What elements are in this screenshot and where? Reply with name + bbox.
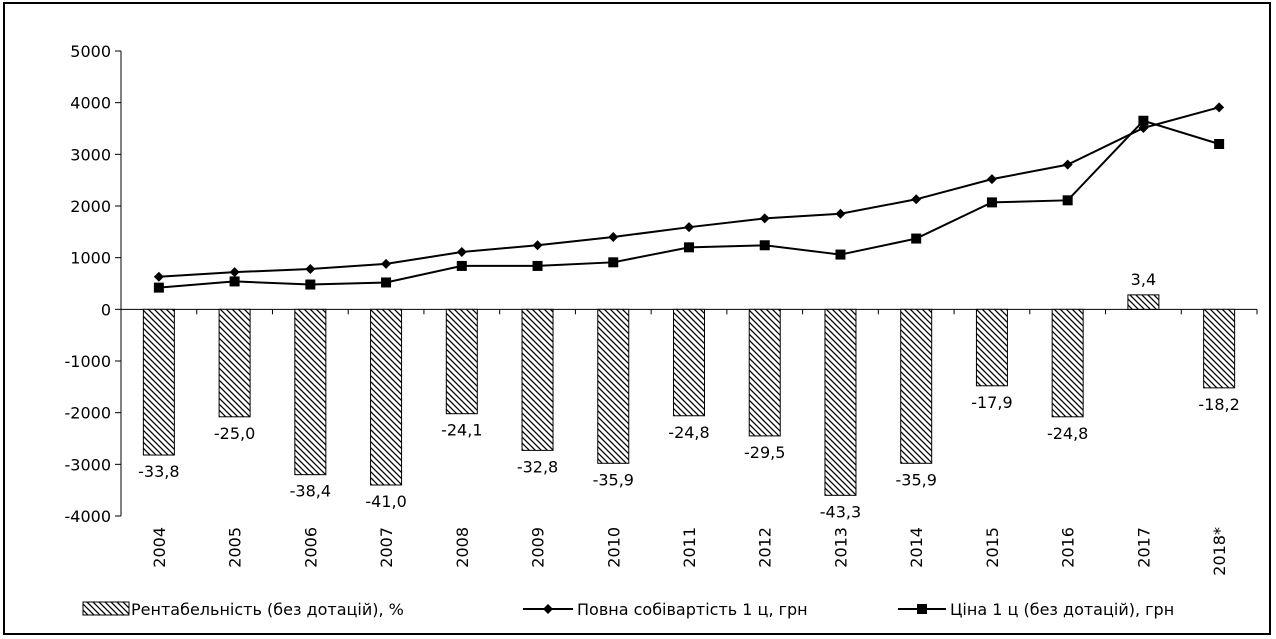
x-tick-label: 2004: [150, 527, 169, 568]
bar: [445, 308, 478, 415]
cost-point: [835, 208, 846, 219]
price-point: [684, 242, 694, 253]
bar: [900, 308, 933, 464]
price-point: [1062, 195, 1073, 206]
bar-data-label: -17,9: [971, 393, 1012, 412]
bar: [294, 308, 327, 476]
bar-data-label: -25,0: [214, 424, 255, 443]
bar: [521, 308, 554, 451]
bar-data-label: -38,4: [290, 482, 331, 501]
y-tick-label: 0: [101, 300, 111, 319]
x-tick-label: 2006: [301, 527, 320, 568]
legend-swatch-cost-marker: [543, 604, 553, 614]
x-tick-label: 2013: [831, 527, 850, 568]
bar-data-label: -24,8: [1047, 424, 1088, 443]
price-point: [229, 276, 240, 287]
y-tick-label: 5000: [70, 42, 111, 61]
bar: [673, 308, 705, 417]
axes-layer: -4000 -3000 -2000 -1000 0 1000 2000 3000 4000 500…: [65, 42, 1258, 576]
cost-point: [986, 174, 997, 185]
chart-frame: -4000 -3000 -2000 -1000 0 1000 2000 3000 4000 500…: [3, 2, 1271, 635]
price-point: [986, 197, 997, 208]
y-tick-label: 1000: [70, 249, 111, 268]
bar-data-label: -24,1: [441, 421, 482, 440]
price-point: [153, 282, 164, 293]
price-point: [835, 249, 846, 260]
x-tick-label: 2008: [453, 527, 472, 568]
bar-data-label: -32,8: [517, 457, 558, 476]
bar-data-label: -35,9: [593, 470, 634, 489]
x-tick-label: 2010: [604, 527, 623, 568]
y-tick-label: 4000: [70, 94, 111, 113]
x-tick-label: 2005: [226, 527, 245, 568]
data-labels-layer: -33,8 -25,0 -38,4 -41,0 -24,1 -32,8 -35,9 -24,8…: [138, 270, 1240, 521]
x-tick-label: 2014: [907, 527, 926, 568]
price-point: [532, 260, 543, 271]
cost-point: [911, 194, 922, 205]
lines-layer: [153, 102, 1225, 293]
x-tick-label: 2018*: [1210, 527, 1229, 576]
bar-data-label: -18,2: [1198, 395, 1239, 414]
y-tick-label: 3000: [70, 145, 111, 164]
cost-point: [381, 258, 392, 269]
bar: [142, 308, 175, 456]
bar: [218, 308, 251, 418]
price-point: [305, 279, 316, 290]
bar-data-label: -29,5: [744, 443, 785, 462]
x-tick-label: 2012: [756, 527, 775, 568]
bar: [1051, 308, 1084, 418]
price-point: [1214, 139, 1225, 149]
legend: Рентабельність (без дотацій), % Повна соб…: [82, 600, 1174, 619]
price-point: [911, 233, 922, 244]
price-line: [158, 119, 1220, 289]
y-tick-label: -4000: [65, 507, 112, 526]
bars-layer: [142, 294, 1236, 496]
price-point: [381, 277, 392, 288]
bar-data-label: -35,9: [895, 470, 936, 489]
cost-point: [305, 264, 316, 275]
y-tick-label: -1000: [65, 352, 112, 371]
legend-label-profitability: Рентабельність (без дотацій), %: [131, 600, 404, 619]
bar: [824, 308, 857, 496]
bar-data-label: -41,0: [365, 492, 406, 511]
y-tick-label: -2000: [65, 404, 112, 423]
price-point: [608, 257, 619, 268]
price-point: [456, 260, 467, 271]
cost-point: [532, 240, 543, 251]
cost-point: [1062, 159, 1073, 170]
x-tick-label: 2011: [680, 527, 699, 568]
chart: -4000 -3000 -2000 -1000 0 1000 2000 3000 4000 500…: [65, 42, 1258, 619]
cost-point: [759, 213, 770, 224]
bar: [975, 308, 1008, 387]
bar: [1127, 294, 1160, 310]
x-tick-label: 2017: [1134, 527, 1153, 568]
x-tick-label: 2016: [1059, 527, 1078, 568]
bar: [597, 308, 630, 464]
legend-label-price: Ціна 1 ц (без дотацій), грн: [950, 600, 1174, 619]
cost-point: [608, 232, 619, 242]
price-point: [1138, 115, 1149, 126]
bar-data-label: -43,3: [820, 502, 861, 521]
y-tick-label: -3000: [65, 455, 112, 474]
x-tick-label: 2009: [529, 527, 548, 568]
bar: [370, 308, 403, 486]
legend-label-cost: Повна собівартість 1 ц, грн: [577, 600, 808, 619]
y-tick-label: 2000: [70, 197, 111, 216]
bar-data-label: 3,4: [1131, 270, 1156, 289]
bar-data-label: -33,8: [138, 462, 179, 481]
bar: [1203, 308, 1236, 389]
legend-swatch-profitability: [82, 601, 130, 616]
cost-point: [1214, 102, 1225, 113]
cost-point: [229, 267, 240, 278]
price-point: [759, 240, 770, 251]
x-tick-label: 2007: [377, 527, 396, 568]
legend-swatch-price-marker: [917, 604, 927, 614]
bar: [748, 308, 781, 437]
bar-data-label: -24,8: [668, 423, 709, 442]
cost-point: [153, 271, 164, 282]
x-tick-label: 2015: [983, 527, 1002, 568]
cost-point: [684, 222, 694, 233]
cost-point: [456, 246, 467, 257]
